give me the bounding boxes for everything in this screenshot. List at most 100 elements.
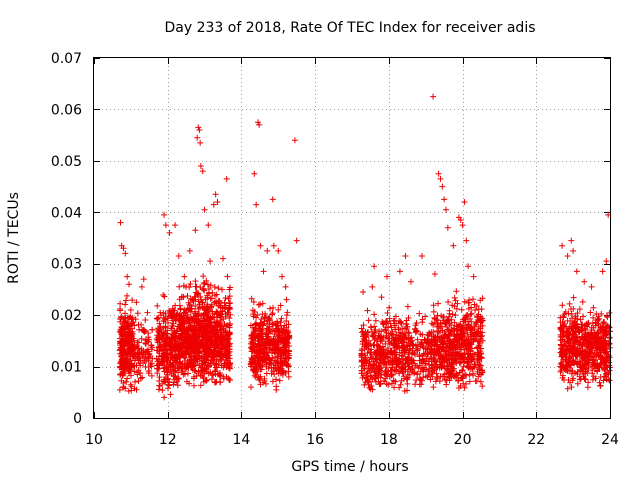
data-point <box>277 365 284 372</box>
data-point <box>256 362 263 369</box>
data-point <box>251 321 258 328</box>
data-point <box>423 366 430 373</box>
data-point <box>248 295 255 302</box>
data-point <box>247 384 254 391</box>
data-point <box>450 242 457 249</box>
data-point <box>167 364 174 371</box>
data-point <box>378 294 385 301</box>
data-point <box>133 386 140 393</box>
data-point <box>134 343 141 350</box>
data-point <box>176 283 183 290</box>
data-point <box>184 311 191 318</box>
data-point <box>139 374 146 381</box>
data-point <box>200 334 207 341</box>
data-point <box>272 354 279 361</box>
data-point <box>371 375 378 382</box>
data-point <box>256 341 263 348</box>
data-point <box>117 307 124 314</box>
data-point <box>176 350 183 357</box>
data-point <box>385 323 392 330</box>
data-point <box>403 317 410 324</box>
data-point <box>127 307 134 313</box>
data-point <box>406 371 413 378</box>
data-point <box>439 335 446 342</box>
data-point <box>162 379 169 386</box>
data-point <box>126 325 133 332</box>
data-point <box>226 286 233 293</box>
data-point <box>120 315 127 322</box>
data-point <box>430 384 437 391</box>
data-point <box>371 336 378 343</box>
data-point <box>359 328 366 335</box>
data-point <box>380 346 387 353</box>
data-point <box>406 330 413 337</box>
data-point <box>124 349 131 356</box>
data-point <box>200 286 207 293</box>
data-point <box>458 306 465 313</box>
data-point <box>260 268 267 275</box>
data-point <box>160 292 167 299</box>
data-point <box>477 378 484 385</box>
data-point <box>439 183 446 190</box>
data-point <box>197 139 204 146</box>
data-point <box>390 359 397 366</box>
data-point <box>433 370 440 377</box>
data-point <box>190 382 197 389</box>
data-point <box>164 385 171 392</box>
data-point <box>167 337 174 344</box>
data-point <box>259 322 266 329</box>
data-point <box>364 369 371 376</box>
data-point <box>442 328 449 335</box>
data-point <box>249 358 256 365</box>
data-point <box>360 322 367 329</box>
data-point <box>226 324 233 331</box>
data-point <box>159 387 166 394</box>
data-point <box>283 312 290 319</box>
data-point <box>388 339 395 346</box>
data-point <box>217 357 224 364</box>
data-point <box>381 378 388 385</box>
data-point <box>387 320 394 327</box>
data-point <box>285 321 292 328</box>
data-point <box>144 348 151 355</box>
data-point <box>268 346 275 353</box>
data-point <box>196 336 203 343</box>
data-point <box>285 348 292 355</box>
data-point <box>413 320 420 327</box>
data-point <box>441 332 448 339</box>
data-point <box>371 311 378 318</box>
data-point <box>137 375 144 382</box>
data-point <box>597 373 604 380</box>
data-point <box>271 364 278 371</box>
data-point <box>271 331 278 338</box>
data-point <box>200 320 207 327</box>
data-point <box>399 330 406 337</box>
data-point <box>266 360 273 367</box>
data-point <box>402 325 409 332</box>
data-point <box>277 336 284 343</box>
data-point <box>269 310 276 317</box>
data-point <box>573 268 580 275</box>
data-point <box>441 196 448 203</box>
data-point <box>275 306 282 313</box>
data-point <box>442 206 449 213</box>
data-point <box>211 362 218 369</box>
data-point <box>192 293 199 300</box>
data-point <box>122 357 129 364</box>
data-point <box>199 303 206 310</box>
data-point <box>426 365 433 372</box>
data-point <box>145 334 152 341</box>
x-tick-label: 12 <box>159 432 177 448</box>
data-point <box>184 305 191 312</box>
data-point <box>196 304 203 311</box>
data-point <box>397 381 404 388</box>
data-point <box>205 222 212 229</box>
y-tick-label: 0.05 <box>51 154 82 170</box>
data-point <box>214 353 221 360</box>
data-point <box>254 332 261 339</box>
data-point <box>132 316 139 323</box>
data-point <box>204 281 211 288</box>
data-point <box>293 237 300 244</box>
data-point <box>198 317 205 324</box>
data-point <box>193 343 200 350</box>
